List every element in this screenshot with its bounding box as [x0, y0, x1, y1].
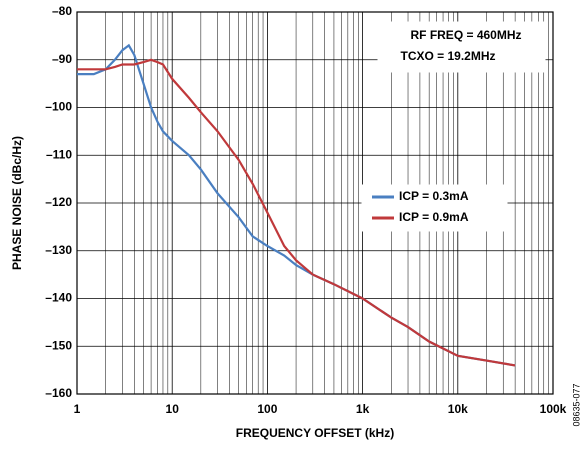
y-tick-label: –120: [45, 195, 72, 209]
y-tick-label: –110: [46, 147, 72, 161]
x-tick-label: 100k: [540, 402, 567, 416]
y-tick-label: –140: [45, 291, 72, 305]
x-tick-label: 100: [257, 402, 277, 416]
legend-label: ICP = 0.3mA: [399, 189, 469, 203]
x-tick-label: 1: [74, 402, 81, 416]
annotation-box: [377, 21, 546, 73]
series-line: [77, 58, 516, 367]
x-tick-label: 1k: [356, 402, 370, 416]
y-tick-label: –80: [52, 4, 72, 18]
x-tick-label: 10k: [448, 402, 468, 416]
annotation: TCXO = 19.2MHz: [400, 49, 495, 63]
x-tick-label: 10: [166, 402, 180, 416]
y-tick-label: –160: [45, 386, 72, 400]
y-tick-label: –130: [45, 243, 72, 257]
x-axis-label: FREQUENCY OFFSET (kHz): [236, 426, 394, 440]
legend-label: ICP = 0.9mA: [399, 210, 469, 224]
annotation: RF FREQ = 460MHz: [410, 28, 521, 42]
y-tick-label: –90: [52, 52, 72, 66]
legend-box: [361, 184, 508, 232]
figure-id: 08635-077: [571, 383, 581, 426]
y-tick-label: –100: [45, 100, 72, 114]
y-tick-label: –150: [45, 338, 72, 352]
plot-frame: [76, 11, 554, 395]
y-axis-label: PHASE NOISE (dBc/Hz): [10, 136, 24, 270]
